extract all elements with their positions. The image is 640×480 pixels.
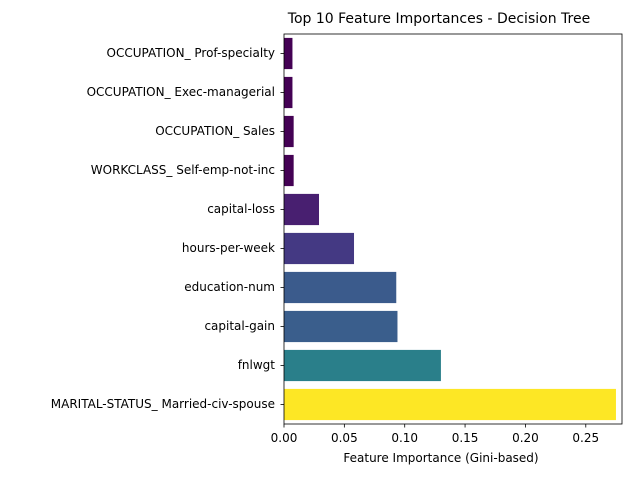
x-axis-label: Feature Importance (Gini-based) [343, 451, 538, 465]
bar-5 [284, 232, 355, 265]
bar-9 [284, 388, 616, 421]
plot-frame [283, 33, 623, 425]
bar-8 [284, 349, 441, 382]
bar-2 [284, 115, 294, 148]
bars-group [284, 37, 616, 421]
bar-1 [284, 76, 293, 109]
x-tick-label-2: 0.10 [391, 431, 418, 445]
bar-3 [284, 154, 294, 187]
x-tick-label-4: 0.20 [512, 431, 539, 445]
y-tick-label-5: hours-per-week [182, 241, 275, 255]
y-tick-label-1: OCCUPATION_ Exec-managerial [87, 85, 275, 99]
bar-4 [284, 193, 320, 226]
bar-6 [284, 271, 397, 304]
x-tick-label-1: 0.05 [331, 431, 358, 445]
bar-7 [284, 310, 398, 343]
x-tick-label-5: 0.25 [572, 431, 599, 445]
chart-title: Top 10 Feature Importances - Decision Tr… [287, 11, 590, 27]
y-tick-label-6: education-num [184, 280, 275, 294]
x-tick-label-0: 0.00 [271, 431, 298, 445]
y-tick-label-3: WORKCLASS_ Self-emp-not-inc [91, 163, 275, 177]
y-tick-label-8: fnlwgt [238, 358, 276, 372]
y-tick-label-9: MARITAL-STATUS_ Married-civ-spouse [51, 397, 275, 411]
y-tick-label-2: OCCUPATION_ Sales [155, 124, 275, 138]
y-tick-label-4: capital-loss [207, 202, 275, 216]
bar-0 [284, 37, 293, 70]
x-tick-label-3: 0.15 [452, 431, 479, 445]
y-tick-label-0: OCCUPATION_ Prof-specialty [107, 46, 275, 60]
y-tick-label-7: capital-gain [204, 319, 275, 333]
axis-spines [283, 33, 623, 425]
y-tick-labels: OCCUPATION_ Prof-specialty OCCUPATION_ Ex… [51, 46, 284, 411]
x-axis-ticks: 0.00 0.05 0.10 0.15 0.20 0.25 [271, 424, 599, 445]
